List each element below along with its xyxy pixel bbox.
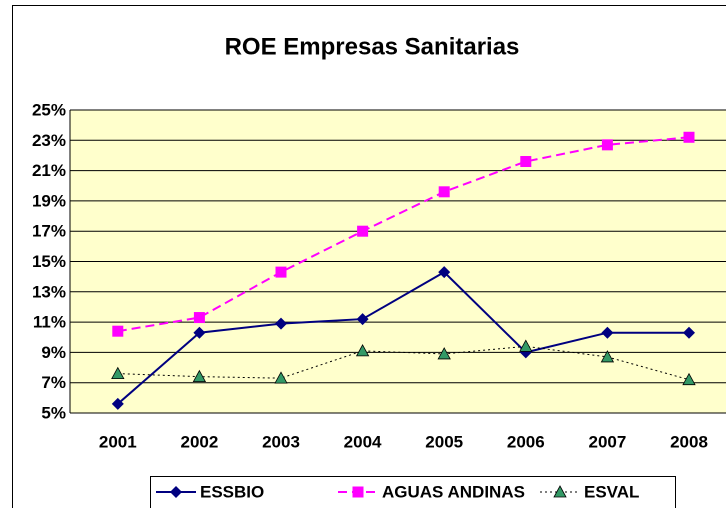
- legend-swatch: [170, 486, 182, 498]
- point: [356, 313, 369, 326]
- y-tick-label: 15%: [32, 252, 66, 271]
- chart-title: ROE Empresas Sanitarias: [225, 33, 520, 60]
- point: [112, 325, 124, 337]
- y-tick-label: 23%: [32, 131, 66, 150]
- point: [357, 225, 369, 237]
- point: [355, 344, 370, 357]
- x-tick-label: 2006: [507, 432, 545, 451]
- point: [438, 186, 450, 198]
- y-tick-label: 9%: [41, 343, 66, 362]
- point: [111, 366, 125, 380]
- y-tick-label: 17%: [32, 222, 66, 241]
- x-tick-label: 2005: [425, 432, 463, 451]
- series-line: [117, 345, 690, 381]
- point: [683, 326, 695, 339]
- legend-swatch: [352, 486, 364, 498]
- legend-label: ESVAL: [584, 482, 639, 501]
- legend-label: ESSBIO: [200, 482, 264, 501]
- y-tick-label: 21%: [32, 161, 66, 180]
- point: [192, 369, 207, 383]
- legend-label: AGUAS ANDINAS: [382, 482, 525, 501]
- point: [520, 156, 532, 168]
- point: [274, 371, 288, 384]
- point: [275, 266, 287, 278]
- y-tick-label: 13%: [32, 282, 66, 301]
- point: [193, 312, 205, 324]
- point: [519, 339, 533, 352]
- point: [683, 131, 695, 143]
- point: [193, 326, 206, 339]
- y-tick-label: 11%: [33, 313, 66, 332]
- x-tick-label: 2003: [262, 432, 300, 451]
- series-line: [117, 270, 689, 405]
- legend-swatch: [553, 485, 567, 498]
- y-tick-label: 19%: [32, 191, 66, 210]
- y-tick-label: 5%: [41, 403, 66, 422]
- x-tick-label: 2007: [588, 432, 626, 451]
- x-tick-label: 2002: [180, 432, 218, 451]
- x-tick-label: 2008: [670, 432, 708, 451]
- point: [682, 372, 696, 386]
- legend-box: [150, 476, 676, 508]
- point: [275, 317, 287, 330]
- y-tick-label: 25%: [32, 100, 66, 119]
- series-line: [117, 136, 690, 333]
- point: [111, 397, 124, 410]
- point: [601, 139, 613, 151]
- point: [438, 266, 451, 279]
- point: [600, 350, 615, 363]
- y-tick-label: 7%: [41, 373, 66, 392]
- x-tick-label: 2001: [99, 432, 137, 451]
- point: [437, 347, 451, 360]
- x-tick-label: 2004: [344, 432, 382, 451]
- point: [601, 326, 614, 339]
